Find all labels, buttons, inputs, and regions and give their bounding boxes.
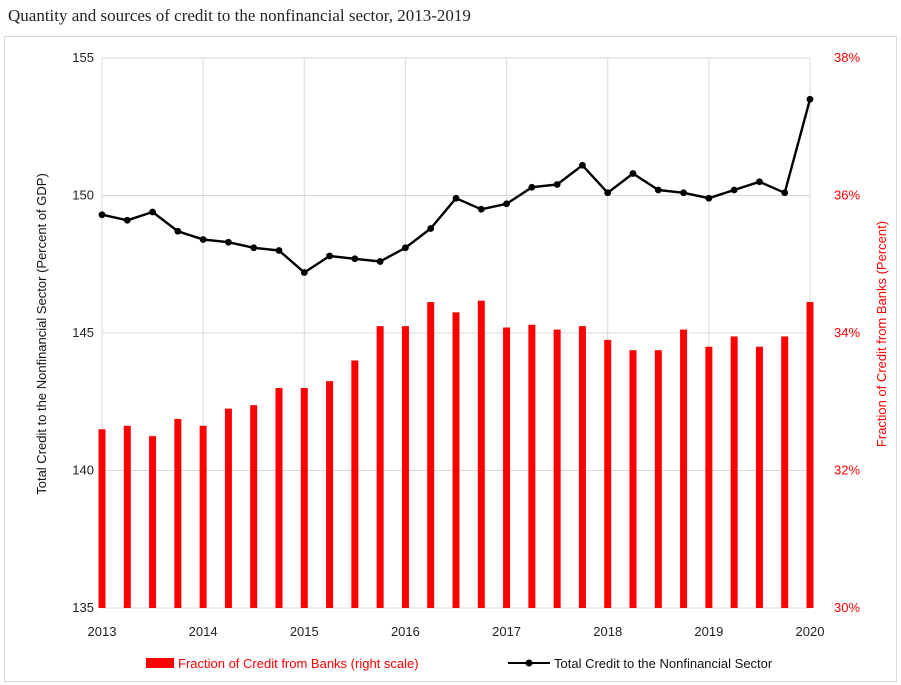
bar	[427, 302, 435, 608]
left-axis-title: Total Credit to the Nonfinancial Sector …	[34, 173, 49, 495]
bar	[199, 425, 207, 608]
line-point	[629, 170, 637, 177]
line-point	[300, 269, 308, 276]
line-point	[654, 186, 662, 194]
right-axis-title: Fraction of Credit from Banks (Percent)	[874, 221, 889, 447]
bar	[401, 326, 409, 608]
bar	[654, 350, 662, 608]
line-point	[528, 183, 536, 191]
right-tick-label: 30%	[834, 600, 860, 615]
bar	[680, 329, 688, 608]
line-point	[174, 227, 182, 235]
bar	[578, 326, 586, 608]
left-tick-label: 145	[72, 325, 94, 340]
bar	[149, 436, 157, 608]
left-tick-label: 135	[72, 600, 94, 615]
bar	[452, 312, 460, 608]
line-point	[199, 236, 207, 243]
line-point	[680, 189, 687, 197]
x-tick-label: 2014	[189, 624, 218, 639]
line-point	[730, 186, 738, 194]
series-line	[101, 98, 812, 274]
line-point	[756, 178, 763, 186]
bar	[629, 350, 637, 608]
left-tick-label: 150	[72, 188, 94, 203]
bar	[123, 425, 131, 608]
bar	[300, 388, 308, 608]
line-point	[579, 161, 586, 169]
right-tick-label: 36%	[834, 188, 860, 203]
line-point	[376, 258, 384, 265]
bar	[755, 346, 763, 608]
line-point	[705, 194, 713, 202]
line-point	[553, 181, 561, 188]
line-point	[351, 255, 359, 263]
line-point	[326, 252, 333, 260]
right-tick-label: 32%	[834, 463, 860, 478]
line-point	[123, 216, 131, 224]
right-tick-label: 34%	[834, 325, 860, 340]
line-point	[452, 194, 460, 202]
x-tick-label: 2019	[694, 624, 723, 639]
bar	[730, 336, 738, 608]
line-point	[149, 208, 156, 216]
bar	[477, 300, 485, 608]
legend: Fraction of Credit from Banks (right sca…	[146, 656, 773, 671]
line-point	[503, 200, 510, 208]
bar	[250, 405, 258, 608]
x-tick-label: 2018	[593, 624, 622, 639]
bar	[326, 381, 334, 608]
bar	[224, 408, 232, 608]
axis-ticks: 135 140 145 150 155 30% 32% 34% 36% 38% 2013 2014 20…	[72, 50, 860, 639]
chart-frame	[4, 36, 897, 682]
bar	[98, 429, 106, 608]
page-title: Quantity and sources of credit to the no…	[8, 6, 471, 25]
bar	[553, 329, 561, 608]
bar	[604, 339, 612, 608]
bar	[275, 388, 283, 608]
legend-swatch-bars	[146, 658, 174, 668]
x-tick-label: 2016	[391, 624, 420, 639]
x-tick-label: 2017	[492, 624, 521, 639]
bar	[781, 336, 789, 608]
line-point	[275, 247, 283, 254]
line-point	[402, 244, 409, 252]
bar	[376, 326, 384, 608]
line-point	[806, 95, 814, 103]
line-point	[781, 189, 789, 197]
line-point	[477, 205, 485, 213]
bar	[174, 418, 182, 608]
x-tick-label: 2013	[88, 624, 117, 639]
legend-label-line: Total Credit to the Nonfinancial Sector	[554, 656, 773, 671]
line-point	[427, 225, 435, 232]
bar	[503, 327, 511, 608]
bar	[705, 346, 713, 608]
line-point	[225, 238, 232, 246]
legend-label-bars: Fraction of Credit from Banks (right sca…	[178, 656, 419, 671]
legend-swatch-marker	[525, 659, 533, 667]
bar-series-fraction-banks	[98, 300, 814, 608]
line-point	[98, 211, 106, 219]
line-point	[250, 244, 258, 252]
left-tick-label: 140	[72, 463, 94, 478]
right-tick-label: 38%	[834, 50, 860, 65]
line-point	[604, 189, 612, 197]
line-series-total-credit	[98, 95, 814, 276]
left-tick-label: 155	[72, 50, 94, 65]
bar	[528, 324, 536, 608]
bar	[806, 302, 814, 608]
x-tick-label: 2020	[796, 624, 825, 639]
bar	[351, 360, 359, 608]
x-tick-label: 2015	[290, 624, 319, 639]
